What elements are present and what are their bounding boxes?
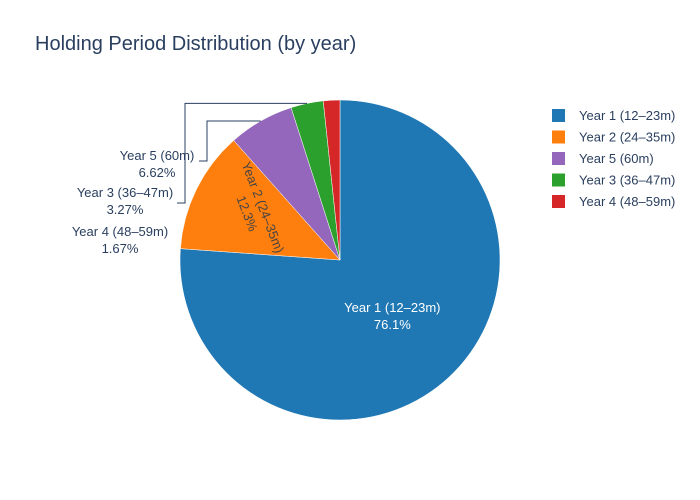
leader-line-year-5-60m bbox=[199, 120, 261, 162]
pie-slices bbox=[179, 99, 501, 421]
legend: Year 1 (12–23m) Year 2 (24–35m) Year 5 (60… bbox=[552, 108, 675, 209]
legend-swatch bbox=[552, 109, 565, 122]
slice-label-year-1-12-23m: Year 1 (12–23m) 76.1% bbox=[344, 300, 440, 332]
legend-label: Year 2 (24–35m) bbox=[579, 130, 675, 145]
legend-swatch bbox=[552, 152, 565, 165]
legend-swatch bbox=[552, 130, 565, 144]
legend-item-year-3-36-47m[interactable]: Year 3 (36–47m) bbox=[552, 173, 675, 188]
legend-item-year-1-12-23m[interactable]: Year 1 (12–23m) bbox=[552, 108, 675, 123]
legend-item-year-2-24-35m[interactable]: Year 2 (24–35m) bbox=[552, 130, 675, 145]
chart-title: Holding Period Distribution (by year) bbox=[35, 33, 356, 55]
slice-year-4-48-59m bbox=[322, 99, 341, 261]
legend-label: Year 3 (36–47m) bbox=[579, 173, 675, 188]
legend-label: Year 5 (60m) bbox=[579, 151, 654, 166]
legend-swatch bbox=[552, 173, 565, 187]
legend-swatch bbox=[552, 195, 565, 208]
slice-label-year-4-48-59m: Year 4 (48–59m) 1.67% bbox=[72, 224, 168, 256]
slice-label-year-3-36-47m: Year 3 (36–47m) 3.27% bbox=[77, 185, 173, 217]
legend-label: Year 4 (48–59m) bbox=[579, 194, 675, 209]
leader-line-year-3-36-47m bbox=[177, 102, 307, 204]
slice-year-2-24-35m bbox=[180, 140, 341, 261]
slice-year-1-12-23m bbox=[179, 99, 501, 421]
legend-item-year-5-60m[interactable]: Year 5 (60m) bbox=[552, 151, 654, 166]
legend-item-year-4-48-59m[interactable]: Year 4 (48–59m) bbox=[552, 194, 675, 209]
legend-label: Year 1 (12–23m) bbox=[579, 108, 675, 123]
slice-label-year-5-60m: Year 5 (60m) 6.62% bbox=[120, 148, 195, 180]
